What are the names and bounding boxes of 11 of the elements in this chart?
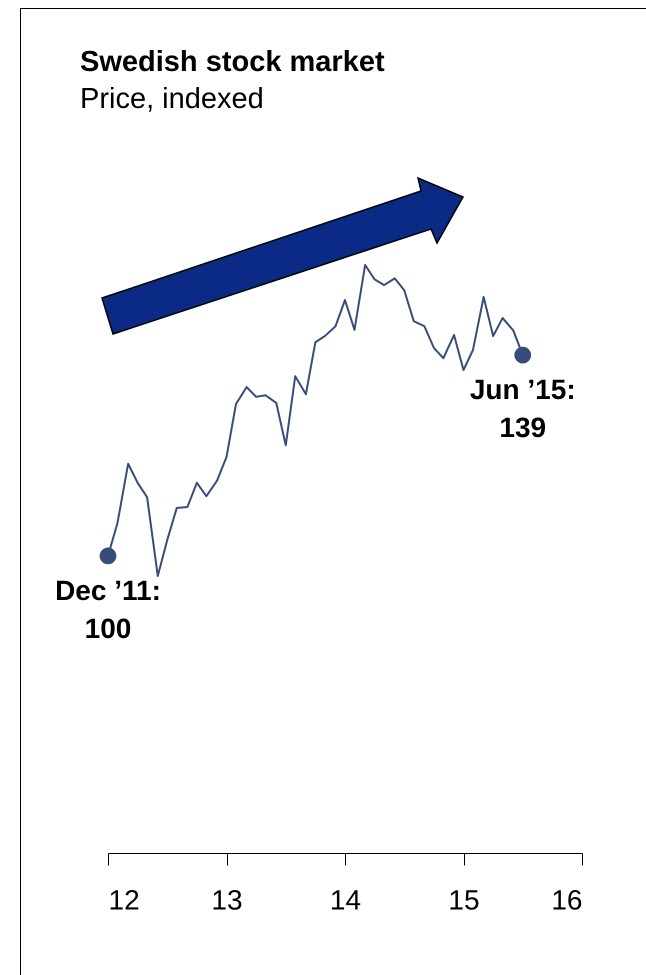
chart-subtitle: Price, indexed (80, 83, 264, 115)
chart-title: Swedish stock market (80, 46, 385, 78)
x-tick-label: 12 (108, 884, 140, 916)
data-label: 100 (84, 612, 132, 644)
annotation: Jun ’15: (470, 374, 576, 406)
x-tick-label: 14 (330, 884, 362, 916)
x-tick-label: 15 (448, 884, 480, 916)
annotation: Dec ’11: (55, 574, 161, 606)
data-label: 139 (499, 412, 546, 444)
x-tick-label: 13 (211, 884, 243, 916)
x-tick-label: 16 (551, 884, 582, 916)
